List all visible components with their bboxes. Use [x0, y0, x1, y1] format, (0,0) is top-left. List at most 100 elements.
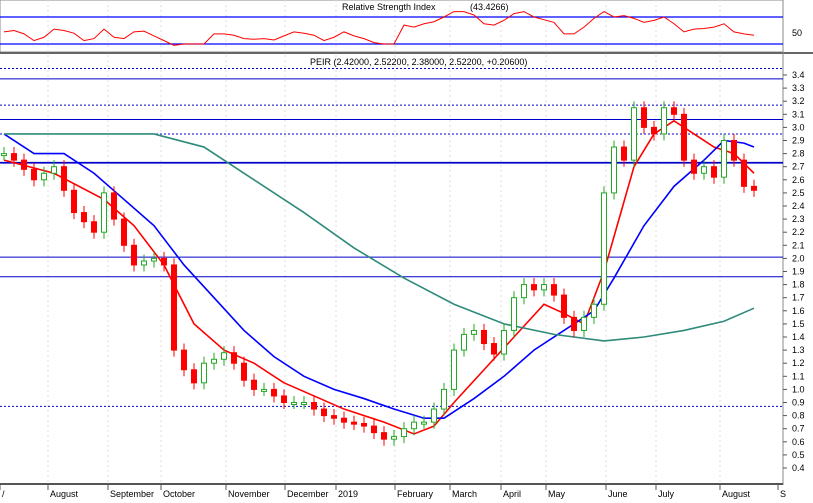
y-tick-label: 3.1 — [792, 109, 805, 119]
y-tick-label: 1.3 — [792, 345, 805, 355]
candle-body — [251, 379, 257, 390]
candle-body — [261, 388, 267, 392]
rsi-panel — [0, 11, 783, 46]
y-tick-label: 1.8 — [792, 280, 805, 290]
y-tick-label: 1.9 — [792, 267, 805, 277]
candle-body — [541, 284, 547, 291]
y-tick-label: 2.4 — [792, 201, 805, 211]
candle-body — [491, 343, 497, 355]
x-tick-label: December — [287, 489, 329, 499]
y-tick-label: 2.0 — [792, 253, 805, 263]
rsi-value: (43.4266) — [470, 2, 509, 12]
candle-body — [741, 159, 747, 187]
x-tick-label: August — [50, 489, 79, 499]
y-tick-label: 1.5 — [792, 319, 805, 329]
x-tick-label: February — [397, 489, 434, 499]
candle-body — [91, 221, 97, 233]
candle-body — [71, 189, 77, 214]
candle-body — [471, 329, 477, 335]
y-tick-label: 2.5 — [792, 188, 805, 198]
candle-body — [311, 402, 317, 410]
x-axis: / August September October November December 2… — [0, 484, 786, 499]
candle-body — [171, 264, 177, 351]
candle-body — [721, 140, 727, 178]
y-tick-label: 0.6 — [792, 437, 805, 447]
y-tick-label: 3.4 — [792, 70, 805, 80]
candle-body — [81, 212, 87, 223]
candle-body — [591, 303, 597, 318]
x-tick-label: June — [608, 489, 628, 499]
y-tick-label: 0.9 — [792, 398, 805, 408]
y-tick-label: 3.3 — [792, 83, 805, 93]
y-tick-label: 2.3 — [792, 214, 805, 224]
candle-body — [391, 436, 397, 440]
y-tick-label: 2.2 — [792, 227, 805, 237]
candle-body — [751, 185, 757, 191]
candle-body — [731, 140, 737, 161]
candle-body — [11, 153, 17, 161]
price-y-axis: 3.4 3.3 3.2 3.1 3.0 2.9 2.8 2.7 2.6 2.5 2.4 2.3 2.2 2… — [783, 70, 805, 473]
candle-body — [421, 421, 427, 425]
moving-average-medium — [3, 133, 755, 420]
x-tick-label: / — [2, 489, 5, 499]
candle-body — [61, 166, 67, 191]
y-tick-label: 2.8 — [792, 149, 805, 159]
candle-body — [221, 352, 227, 360]
grid — [0, 0, 813, 485]
rsi-line — [3, 11, 755, 46]
candle-body — [451, 349, 457, 390]
candle-body — [321, 408, 327, 417]
y-tick-label: 0.8 — [792, 411, 805, 421]
candle-body — [131, 244, 137, 266]
candle-body — [1, 153, 7, 157]
x-tick-label: March — [452, 489, 477, 499]
moving-average-long — [4, 133, 755, 342]
candle-body — [181, 349, 187, 371]
candle-body — [21, 159, 27, 170]
x-tick-label: July — [658, 489, 675, 499]
candle-body — [191, 369, 197, 384]
candle-body — [151, 257, 157, 262]
candle-body — [671, 107, 677, 115]
candle-body — [381, 432, 387, 440]
price-panel — [0, 67, 783, 446]
candle-body — [31, 168, 37, 181]
x-tick-label: September — [110, 489, 154, 499]
candle-body — [331, 415, 337, 419]
candle-body — [661, 107, 667, 135]
candle-body — [51, 166, 57, 174]
x-tick-label: October — [163, 489, 195, 499]
y-tick-label: 2.1 — [792, 240, 805, 250]
x-tick-label: April — [503, 489, 521, 499]
candle-body — [401, 428, 407, 438]
y-tick-label: 1.1 — [792, 371, 805, 381]
candle-body — [361, 422, 367, 427]
candle-body — [431, 408, 437, 423]
y-tick-label: 1.6 — [792, 306, 805, 316]
x-tick-label: S — [780, 489, 786, 499]
candle-body — [281, 395, 287, 404]
candle-body — [241, 362, 247, 381]
y-tick-label: 1.0 — [792, 384, 805, 394]
candle-body — [351, 421, 357, 425]
y-tick-label: 2.6 — [792, 175, 805, 185]
candle-body — [581, 316, 587, 331]
candle-body — [641, 107, 647, 128]
candle-body — [501, 329, 507, 355]
candle-body — [371, 425, 377, 434]
price-title: PEIR (2.42000, 2.52200, 2.38000, 2.52200… — [310, 57, 527, 67]
candle-body — [301, 402, 307, 405]
candle-body — [441, 388, 447, 410]
x-tick-label: August — [722, 489, 751, 499]
candle-body — [111, 192, 117, 220]
candle-body — [201, 362, 207, 384]
candle-body — [691, 159, 697, 174]
candle-body — [101, 192, 107, 233]
x-tick-label: May — [548, 489, 566, 499]
moving-average-short — [3, 119, 755, 435]
y-tick-label: 0.5 — [792, 450, 805, 460]
y-tick-label: 1.2 — [792, 358, 805, 368]
candle-body — [611, 146, 617, 194]
